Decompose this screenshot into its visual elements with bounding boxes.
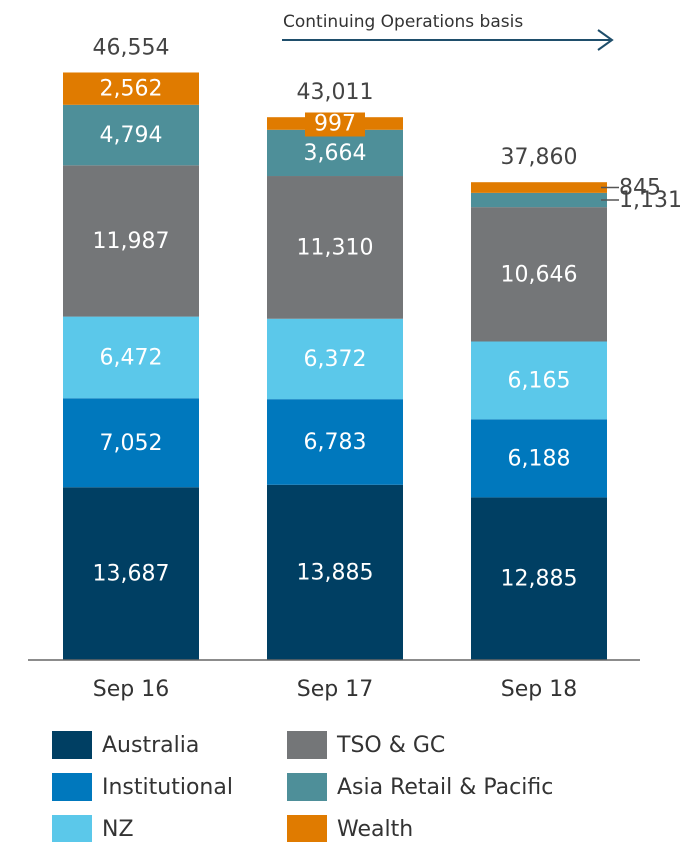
value-label: 1,131 [619,188,682,213]
legend-label: Asia Retail & Pacific [337,775,553,800]
value-label: 6,188 [508,446,571,471]
legend-label: Wealth [337,817,413,842]
bar-segment [471,182,607,193]
bar-segment [267,484,403,660]
legend-swatch [52,773,92,801]
value-label: 997 [314,111,356,136]
legend-swatch [287,815,327,842]
legend-label: Australia [102,733,199,758]
bar-segment [267,318,403,400]
value-label: 4,794 [100,123,163,148]
value-label: 6,472 [100,345,163,370]
x-tick-label: Sep 17 [297,677,373,702]
bar-segment [471,192,607,208]
x-tick-label: Sep 16 [93,677,169,702]
bar-segment [471,419,607,498]
value-label: 11,310 [297,235,374,260]
value-label: 3,664 [304,141,367,166]
annotation-arrowhead [597,29,614,51]
legend-swatch [287,773,327,801]
bar-segment [63,487,199,660]
bar-segment [471,341,607,420]
value-label: 11,987 [93,229,170,254]
value-label: 13,687 [93,562,170,587]
bar-segment [63,72,199,105]
bar-segment [267,399,403,485]
bar-segment [63,398,199,488]
value-label: 2,562 [100,77,163,102]
bar-segment [267,129,403,177]
value-label: 13,885 [297,560,374,585]
value-label: 6,372 [304,347,367,372]
total-label: 43,011 [297,80,374,105]
bar-segment [63,165,199,317]
bar-segment [267,176,403,319]
bar-segment [471,207,607,342]
bar-segment [471,497,607,660]
annotation: Continuing Operations basis [283,12,523,32]
total-label: 46,554 [93,35,170,60]
legend-swatch [287,731,327,759]
value-label: 12,885 [501,567,578,592]
value-label: 10,646 [501,262,578,287]
bar-segment [63,104,199,166]
legend-label: Institutional [102,775,233,800]
legend-label: NZ [102,817,134,842]
value-label: 845 [619,176,661,201]
legend-label: TSO & GC [336,733,445,758]
value-label: 6,165 [508,368,571,393]
x-tick-label: Sep 18 [501,677,577,702]
value-label: 7,052 [100,431,163,456]
total-label: 37,860 [501,145,578,170]
value-label: 6,783 [304,430,367,455]
legend-swatch [52,731,92,759]
value-label-box [305,112,365,137]
bar-segment [63,316,199,399]
legend-swatch [52,815,92,842]
